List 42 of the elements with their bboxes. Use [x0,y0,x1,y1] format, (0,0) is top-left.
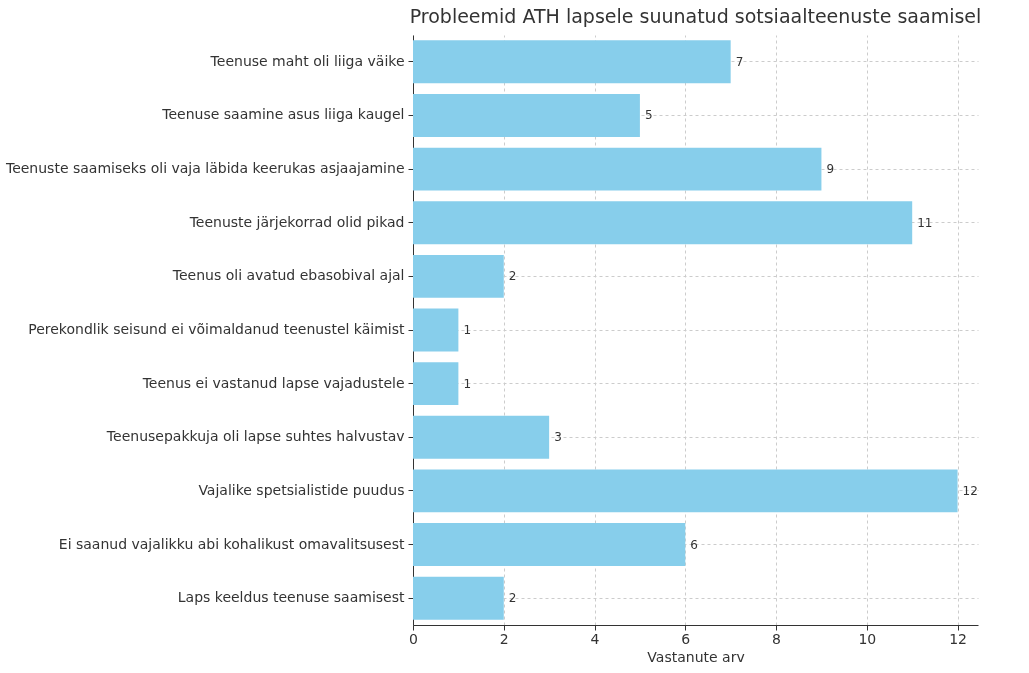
data-label: 1 [463,376,472,391]
x-tick-label: 10 [858,630,877,647]
y-tick-label: Ei saanud vajalikku abi kohalikust omavalitsusest [58,535,405,552]
x-axis-title: Vastanute arv [647,648,745,665]
x-tick-label: 6 [681,630,691,647]
bar [413,308,459,352]
data-label: 6 [690,537,698,552]
y-tick-label: Laps keeldus teenuse saamisest [177,589,405,606]
data-label: 2 [508,269,517,284]
y-tick-label: Perekondlik seisund ei võimaldanud teenustel käimist [28,321,406,337]
x-tick-label: 2 [499,630,509,647]
data-label: 3 [554,430,562,445]
bar [413,94,640,137]
x-tick-label: 12 [949,630,967,647]
x-tick-label: 8 [772,630,782,647]
y-tick-label: Vajalike spetsialistide puudus [198,481,405,498]
x-tick-label: 0 [409,630,418,647]
data-label: 5 [644,108,653,123]
y-tick-label: Teenusepakkuja oli lapse suhtes halvustav [105,428,405,445]
y-tick-label: Teenuse maht oli liiga väike [209,52,405,69]
data-label: 11 [917,215,933,230]
bar [413,362,459,406]
bar [413,40,731,84]
bar [413,201,913,245]
data-label: 1 [463,323,472,337]
y-tick-label: Teenuste järjekorrad olid pikad [188,213,405,230]
bar [413,147,822,191]
data-label: 9 [826,162,835,177]
bar [413,523,686,566]
bar [413,576,504,620]
x-tick-label: 4 [590,630,600,647]
data-label: 7 [735,54,744,69]
chart-title: Probleemid ATH lapsele suunatud sotsiaalteenuste saamisel [409,5,982,27]
y-tick-label: Teenuse saamine asus liiga kaugel [161,106,405,123]
bar [413,469,958,513]
y-tick-label: Teenuste saamiseks oli vaja läbida keerukas asjaajamine [4,160,405,177]
bar [413,254,504,298]
bar [413,415,550,459]
y-tick-label: Teenus ei vastanud lapse vajadustele [141,374,405,391]
y-tick-label: Teenus oli avatud ebasobival ajal [171,267,405,284]
data-label: 12 [962,483,978,498]
data-label: 2 [508,591,517,606]
